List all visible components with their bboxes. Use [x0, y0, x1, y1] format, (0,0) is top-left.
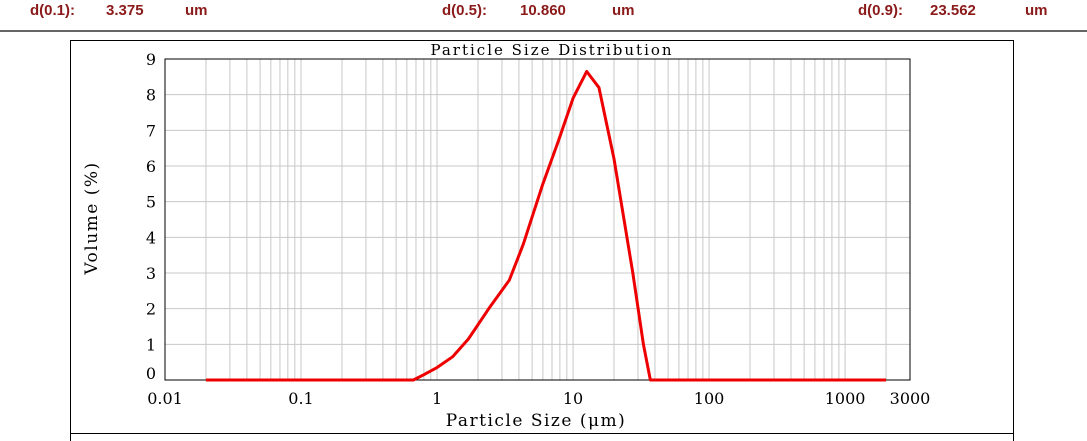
y-axis-label: Volume (%): [82, 161, 102, 275]
summary-value: 23.562: [930, 2, 976, 19]
chart-title: Particle Size Distribution: [430, 41, 673, 59]
x-tick-label: 0.1: [288, 389, 313, 408]
y-tick-label: 9: [146, 50, 156, 69]
y-tick-label: 4: [146, 228, 156, 247]
x-tick-label: 1000: [825, 389, 866, 408]
summary-unit: um: [185, 2, 208, 19]
summary-label: d(0.5):: [442, 2, 487, 19]
distribution-line: [205, 69, 887, 382]
separator: [0, 30, 1087, 32]
y-tick-label: 6: [146, 157, 156, 176]
summary-value: 10.860: [520, 2, 566, 19]
y-tick-label: 1: [146, 335, 156, 354]
x-tick-label: 10: [563, 389, 583, 408]
x-tick-label: 100: [694, 389, 725, 408]
y-tick-label: 2: [146, 300, 156, 319]
chart-frame: [70, 40, 1014, 441]
x-tick-label: 3000: [890, 389, 931, 408]
summary-unit: um: [1025, 2, 1048, 19]
y-tick-label: 7: [146, 121, 156, 140]
summary-label: d(0.1):: [30, 2, 75, 19]
x-tick-label: 1: [432, 389, 442, 408]
y-tick-label: 3: [146, 264, 156, 283]
y-tick-label: 5: [146, 193, 156, 212]
summary-unit: um: [612, 2, 635, 19]
summary-label: d(0.9):: [858, 2, 903, 19]
x-tick-label: 0.01: [147, 389, 183, 408]
x-axis-label: Particle Size (μm): [446, 411, 627, 431]
y-tick-label: 8: [146, 86, 156, 105]
frame-bottom: [70, 433, 1013, 434]
summary-value: 3.375: [106, 2, 144, 19]
plot-area: [164, 58, 911, 381]
y-tick-label: 0: [146, 364, 156, 383]
